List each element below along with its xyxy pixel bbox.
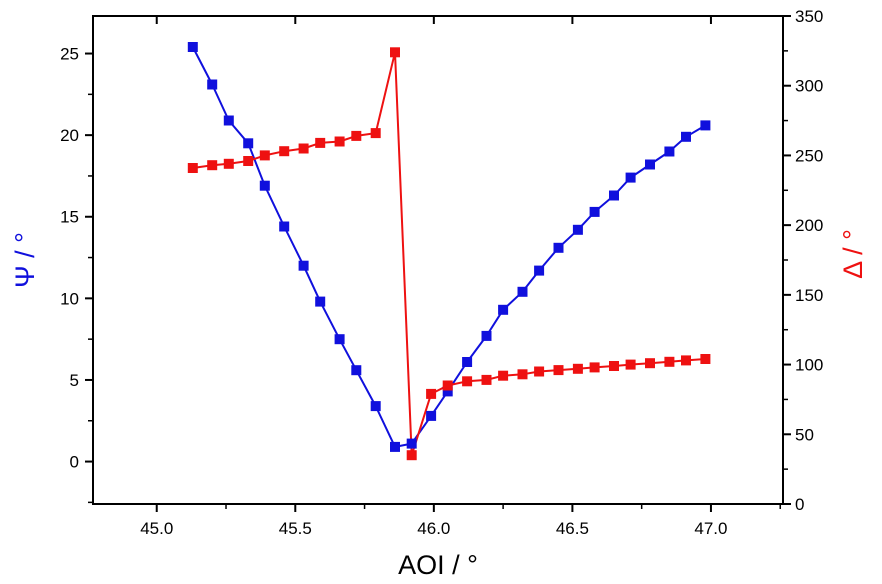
data-point-delta [426,388,437,399]
data-point-delta [572,363,583,374]
data-point-delta [462,376,473,387]
series-points [187,42,711,461]
y-left-tick-label: 0 [70,453,79,472]
y-right-tick-label: 150 [795,286,823,305]
y-right-tick-label: 200 [795,216,823,235]
x-tick-label: 46.0 [417,519,450,538]
data-point-psi [681,131,691,142]
y-left-tick-label: 25 [60,45,79,64]
y-right-tick-label: 350 [795,7,823,26]
x-tick-label: 47.0 [694,519,727,538]
data-point-delta [589,362,600,373]
y-left-tick-label: 20 [60,126,79,145]
y-left-axis-ticks: 0 5 10 15 20 25 [60,45,93,504]
data-point-delta [390,47,400,58]
data-point-delta [645,358,655,369]
data-point-delta [351,130,362,141]
data-point-psi [298,260,309,271]
data-point-delta [664,356,675,367]
x-axis-title: AOI / ° [398,550,478,580]
data-point-psi [589,206,600,217]
data-point-delta [442,380,453,391]
data-point-delta [259,150,270,161]
data-point-psi [462,357,473,367]
plot-area [92,15,784,505]
data-point-delta [243,156,254,166]
data-point-psi [390,441,400,452]
y-left-axis-title: Ψ / ° [10,232,40,288]
x-tick-label: 46.5 [556,519,589,538]
y-right-tick-label: 50 [795,425,814,444]
data-point-psi [370,401,381,412]
data-point-delta [207,160,218,171]
data-point-psi [259,180,270,191]
data-point-delta [298,143,309,154]
data-point-psi [223,115,234,126]
data-point-psi [315,296,326,307]
x-tick-label: 45.0 [140,519,173,538]
data-point-psi [664,146,675,157]
y-right-tick-label: 300 [795,77,823,96]
data-point-psi [625,172,636,183]
data-point-psi [207,79,218,90]
data-point-psi [517,286,528,297]
data-point-delta [498,370,509,381]
data-point-psi [700,120,711,131]
y-left-tick-label: 10 [60,289,79,308]
data-point-delta [334,136,345,147]
data-point-psi [572,224,583,235]
y-left-tick-label: 5 [70,371,79,390]
data-point-delta [625,359,636,370]
y-right-tick-label: 250 [795,146,823,165]
data-point-psi [279,221,290,232]
data-point-delta [681,355,691,366]
data-point-psi [553,242,564,253]
y-right-axis-ticks: 0 50 100 150 200 250 300 350 [783,7,823,514]
y-right-tick-label: 100 [795,356,823,375]
data-point-psi [645,159,655,170]
y-left-tick-label: 15 [60,208,79,227]
data-point-delta [517,369,528,380]
data-point-delta [553,365,564,376]
data-point-psi [481,330,492,341]
x-tick-label: 45.5 [279,519,312,538]
data-point-delta [370,128,381,139]
data-point-psi [243,138,254,149]
data-point-delta [223,158,234,169]
data-point-psi [498,304,509,315]
data-point-psi [334,334,345,345]
data-point-psi [426,410,437,421]
y-right-tick-label: 0 [795,495,804,514]
data-point-delta [534,366,545,377]
data-point-psi [187,42,198,52]
data-point-delta [406,450,417,461]
data-point-delta [279,146,290,157]
data-point-delta [187,163,198,173]
data-point-psi [609,190,619,201]
data-point-delta [609,361,619,371]
data-point-delta [315,137,326,148]
data-point-psi [406,438,417,449]
data-point-psi [351,365,362,376]
y-right-axis-title: Δ / ° [838,229,868,279]
data-point-psi [442,386,453,397]
data-point-psi [534,265,545,276]
data-point-delta [700,354,711,364]
data-point-delta [481,374,492,385]
x-axis-ticks: 45.0 45.5 46.0 46.5 47.0 [140,16,781,538]
